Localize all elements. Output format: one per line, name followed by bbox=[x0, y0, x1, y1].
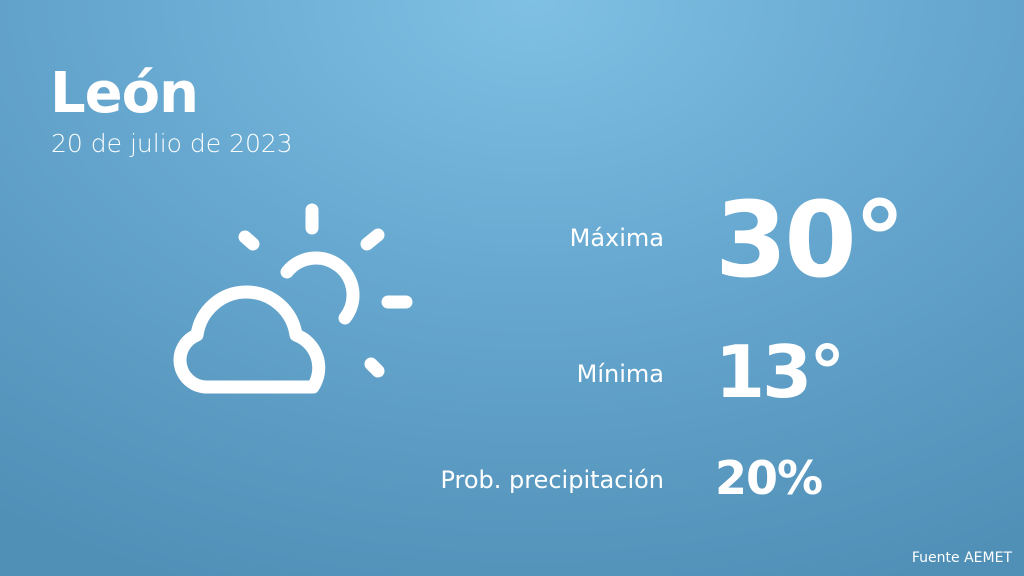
min-temp-label: Mínima bbox=[576, 360, 664, 388]
max-temp-label: Máxima bbox=[569, 224, 664, 252]
precip-value: 20% bbox=[715, 451, 823, 505]
min-temp-value: 13° bbox=[715, 330, 845, 414]
forecast-date: 20 de julio de 2023 bbox=[51, 129, 293, 158]
source-credit: Fuente AEMET bbox=[911, 550, 1012, 566]
city-name: León bbox=[50, 61, 199, 126]
precip-label: Prob. precipitación bbox=[440, 466, 664, 494]
max-temp-value: 30° bbox=[715, 179, 906, 301]
